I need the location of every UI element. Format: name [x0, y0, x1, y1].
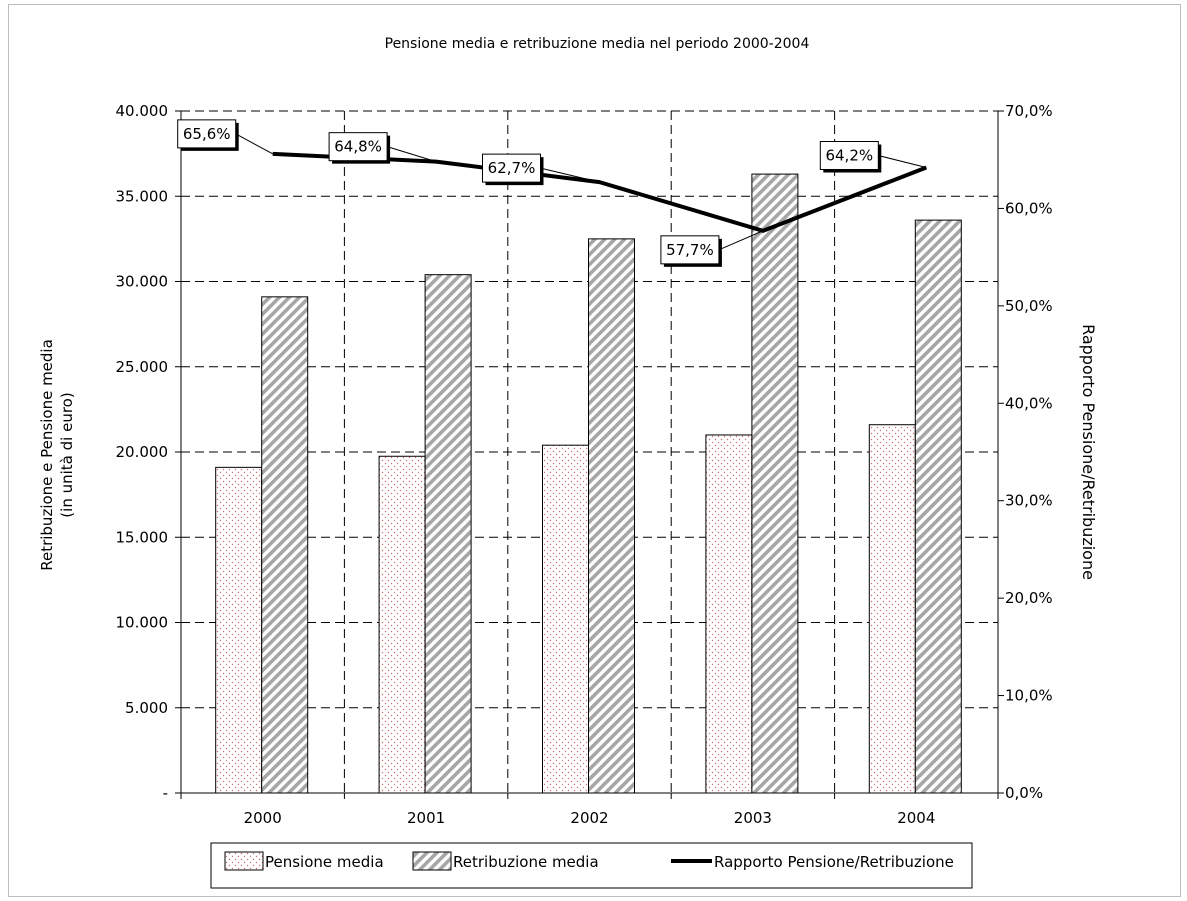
data-label-leader: [235, 133, 273, 155]
data-label: 57,7%: [666, 241, 714, 259]
y2-tick-label: 70,0%: [1005, 102, 1053, 120]
data-label: 62,7%: [488, 159, 536, 177]
axes: - 5.000 10.000 15.000 20.000 25.000 30.000 35.0…: [116, 102, 1053, 827]
y2-axis-label: Rapporto Pensione/Retribuzione: [1079, 324, 1098, 580]
data-label-leader: [878, 155, 927, 168]
bar-retribuzione-media: [914, 219, 962, 794]
y2-tick-label: 20,0%: [1005, 589, 1053, 607]
bar-pensione-media: [705, 434, 753, 794]
y-tick-label: 5.000: [125, 699, 168, 717]
legend-swatch-retribuzione: [412, 851, 452, 871]
y2-tick-label: 50,0%: [1005, 297, 1053, 315]
data-label-leader: [718, 230, 764, 251]
y-tick-label: 35.000: [116, 187, 169, 205]
y2-tick-label: 0,0%: [1005, 784, 1043, 802]
y-axis-label: Retribuzione e Pensione media: [38, 339, 56, 571]
bar-pensione-media: [215, 466, 263, 794]
y-tick-label: 30.000: [116, 273, 169, 291]
bars: [215, 173, 962, 794]
data-label-box: [177, 119, 237, 149]
data-label-box: [819, 141, 879, 171]
bar-pensione-media: [868, 424, 916, 794]
data-label-box: [482, 153, 541, 183]
ratio-line-layer: 65,6% 64,8% 62,7% 57,7% 64,2%: [177, 119, 928, 267]
x-tick-label: 2003: [734, 809, 772, 827]
y-tick-label: 20.000: [116, 443, 169, 461]
data-label-leader: [386, 146, 437, 163]
legend-label-rapporto: Rapporto Pensione/Retribuzione: [714, 853, 954, 871]
chart-title: Pensione media e retribuzione media nel …: [385, 36, 810, 52]
y-tick-label: 15.000: [116, 528, 169, 546]
bar-retribuzione-media: [588, 238, 635, 794]
y-tick-label: -: [163, 784, 168, 802]
bar-retribuzione-media: [424, 274, 472, 794]
legend-label-retribuzione: Retribuzione media: [453, 853, 599, 871]
y-tick-label: 40.000: [116, 102, 169, 120]
data-label: 64,2%: [825, 147, 873, 165]
data-label-box: [328, 132, 388, 162]
legend: Pensione media Retribuzione media Rappor…: [210, 842, 973, 889]
legend-box: [210, 842, 973, 889]
bar-pensione-media: [542, 444, 589, 794]
data-label: 64,8%: [334, 138, 382, 156]
y-axis-label-unit: (in unità di euro): [58, 392, 76, 517]
y-tick-label: 25.000: [116, 358, 169, 376]
y2-tick-label: 30,0%: [1005, 492, 1053, 510]
data-label-box: [660, 235, 720, 265]
x-tick-label: 2000: [244, 809, 282, 827]
data-label: 65,6%: [183, 125, 231, 143]
bar-pensione-media: [378, 455, 426, 794]
y2-tick-label: 60,0%: [1005, 199, 1053, 217]
bar-retribuzione-media: [261, 296, 309, 794]
data-label-leader: [540, 167, 600, 183]
x-tick-label: 2001: [407, 809, 445, 827]
x-tick-label: 2002: [570, 809, 608, 827]
y2-tick-label: 40,0%: [1005, 394, 1053, 412]
x-tick-label: 2004: [897, 809, 935, 827]
bar-retribuzione-media: [751, 173, 799, 794]
legend-swatch-pensione: [224, 851, 264, 871]
legend-label-pensione: Pensione media: [265, 853, 384, 871]
y2-tick-label: 10,0%: [1005, 687, 1053, 705]
y-tick-label: 10.000: [116, 614, 169, 632]
